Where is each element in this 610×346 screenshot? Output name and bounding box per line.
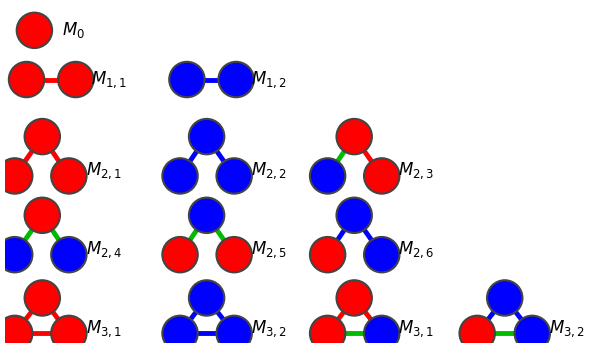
Circle shape xyxy=(58,62,93,97)
Circle shape xyxy=(459,316,495,346)
Text: $M_{3,2}$: $M_{3,2}$ xyxy=(549,318,585,339)
Circle shape xyxy=(217,316,252,346)
Text: $M_{0}$: $M_{0}$ xyxy=(62,20,85,40)
Circle shape xyxy=(162,237,198,272)
Circle shape xyxy=(0,237,32,272)
Circle shape xyxy=(24,280,60,316)
Circle shape xyxy=(364,316,400,346)
Circle shape xyxy=(162,158,198,194)
Circle shape xyxy=(217,237,252,272)
Circle shape xyxy=(189,198,224,233)
Circle shape xyxy=(337,280,372,316)
Circle shape xyxy=(217,158,252,194)
Circle shape xyxy=(0,158,32,194)
Circle shape xyxy=(337,119,372,154)
Circle shape xyxy=(16,12,52,48)
Circle shape xyxy=(310,316,345,346)
Circle shape xyxy=(364,237,400,272)
Circle shape xyxy=(364,158,400,194)
Circle shape xyxy=(51,316,87,346)
Circle shape xyxy=(515,316,550,346)
Circle shape xyxy=(169,62,204,97)
Circle shape xyxy=(0,316,32,346)
Circle shape xyxy=(51,237,87,272)
Circle shape xyxy=(51,158,87,194)
Circle shape xyxy=(9,62,45,97)
Circle shape xyxy=(24,119,60,154)
Text: $M_{3,2}$: $M_{3,2}$ xyxy=(251,318,287,339)
Circle shape xyxy=(189,280,224,316)
Circle shape xyxy=(218,62,254,97)
Text: $M_{2,2}$: $M_{2,2}$ xyxy=(251,161,287,181)
Text: $M_{2,6}$: $M_{2,6}$ xyxy=(398,239,435,260)
Circle shape xyxy=(487,280,522,316)
Circle shape xyxy=(337,198,372,233)
Text: $M_{3,1}$: $M_{3,1}$ xyxy=(85,318,121,339)
Text: $M_{2,1}$: $M_{2,1}$ xyxy=(85,161,121,181)
Circle shape xyxy=(189,119,224,154)
Text: $M_{1,1}$: $M_{1,1}$ xyxy=(92,69,127,90)
Text: $M_{2,4}$: $M_{2,4}$ xyxy=(85,239,122,260)
Text: $M_{3,1}$: $M_{3,1}$ xyxy=(398,318,434,339)
Text: $M_{2,5}$: $M_{2,5}$ xyxy=(251,239,287,260)
Text: $M_{2,3}$: $M_{2,3}$ xyxy=(398,161,435,181)
Circle shape xyxy=(310,158,345,194)
Circle shape xyxy=(310,237,345,272)
Circle shape xyxy=(24,198,60,233)
Text: $M_{1,2}$: $M_{1,2}$ xyxy=(251,69,287,90)
Circle shape xyxy=(162,316,198,346)
